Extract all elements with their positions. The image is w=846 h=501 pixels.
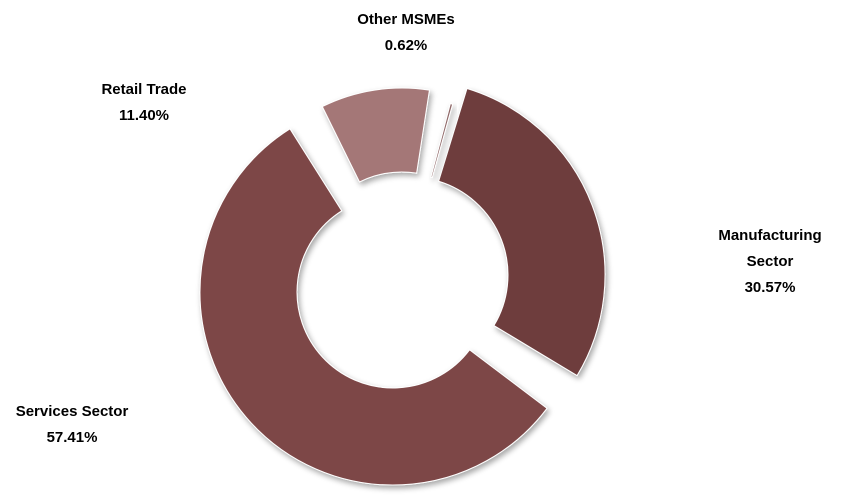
slice-label-services-sector: Services Sector 57.41% <box>16 403 129 446</box>
slice-value-label: 30.57% <box>745 279 796 296</box>
slice-retail-trade <box>321 87 431 183</box>
slice-services-sector <box>199 128 548 486</box>
slice-value-label: 11.40% <box>119 107 169 124</box>
slice-name-label: Services Sector <box>16 403 129 420</box>
labels-layer: Manufacturing Sector 30.57% Services Sector… <box>16 11 822 446</box>
slice-name-label: Manufacturing <box>718 227 821 244</box>
slice-label-retail-trade: Retail Trade 11.40% <box>101 81 186 124</box>
slice-name-label: Retail Trade <box>101 81 186 98</box>
slice-manufacturing-sector <box>438 87 606 377</box>
slice-label-other-msmes: Other MSMEs 0.62% <box>357 11 455 54</box>
slices-layer <box>199 87 606 486</box>
slice-other-msmes <box>430 103 454 179</box>
slice-value-label: 57.41% <box>47 429 98 446</box>
slice-value-label: 0.62% <box>385 37 428 54</box>
slice-label-manufacturing-sector: Manufacturing Sector 30.57% <box>718 227 821 296</box>
slice-name-label: Other MSMEs <box>357 11 455 28</box>
slice-name-label: Sector <box>747 253 794 270</box>
